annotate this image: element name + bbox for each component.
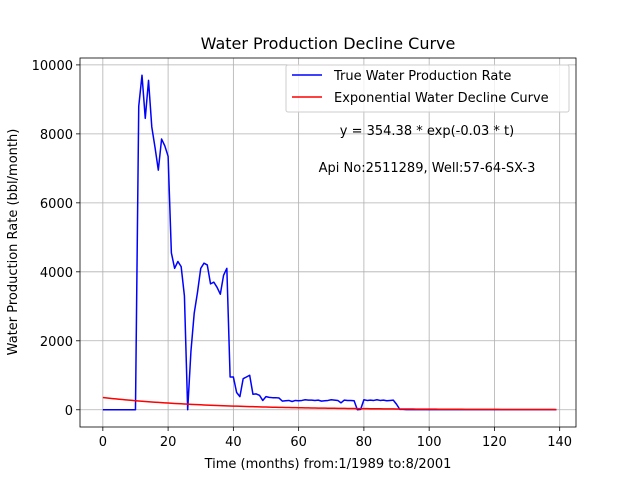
x-tick-label: 60 [290,435,307,450]
y-tick-label: 6000 [40,197,73,212]
x-axis-label: Time (months) from:1/1989 to:8/2001 [204,457,452,472]
y-tick-label: 10000 [32,59,73,74]
y-tick-label: 4000 [40,266,73,281]
legend: True Water Production Rate Exponential W… [285,64,570,113]
x-axis: 0 20 40 60 80 100 120 140 [99,427,572,450]
series-line-true-water-production [102,74,557,411]
equation-annotation: y = 354.38 * exp(-0.03 * t) [340,124,514,139]
x-tick-label: 120 [482,435,507,450]
y-tick-label: 2000 [40,335,73,350]
series-line-exponential-decline [102,396,557,411]
x-tick-label: 20 [160,435,177,450]
x-tick-label: 0 [99,435,107,450]
chart-title: Water Production Decline Curve [201,34,456,53]
y-tick-label: 8000 [40,128,73,143]
y-axis: 0 2000 4000 6000 8000 10000 [32,59,80,419]
x-tick-label: 140 [547,435,572,450]
grid [80,58,576,427]
x-tick-label: 80 [356,435,373,450]
legend-label-true-water-production: True Water Production Rate [333,69,511,84]
well-info-annotation: Api No:2511289, Well:57-64-SX-3 [319,161,536,176]
plot-frame [79,57,577,428]
legend-box [285,64,570,113]
series-layer [102,74,557,411]
x-tick-label: 100 [417,435,442,450]
x-tick-label: 40 [225,435,242,450]
y-tick-label: 0 [65,404,73,419]
y-axis-label: Water Production Rate (bbl/month) [6,129,21,356]
legend-label-exponential-decline: Exponential Water Decline Curve [334,91,549,106]
